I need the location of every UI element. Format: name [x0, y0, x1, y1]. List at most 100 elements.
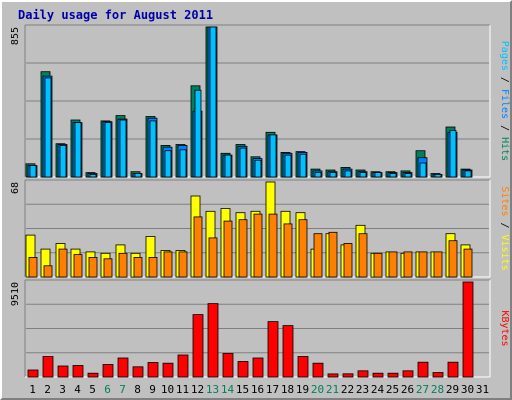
bar-sites-day-8: [133, 256, 143, 278]
bar-pages-day-15: [239, 147, 247, 178]
bar-kbytes-day-25: [387, 372, 399, 378]
bar-sites-day-7: [118, 252, 128, 278]
x-tick-label-day-21: 21: [326, 383, 339, 396]
bar-pages-day-10: [164, 150, 172, 178]
bar-kbytes-day-2: [42, 356, 54, 378]
x-tick-label-day-24: 24: [371, 383, 385, 396]
bar-kbytes-day-18: [282, 325, 294, 378]
x-tick-label-day-2: 2: [44, 383, 51, 396]
bar-sites-day-12: [193, 216, 203, 278]
bar-pages-day-5: [89, 173, 97, 178]
x-tick-label-day-17: 17: [266, 383, 279, 396]
bar-kbytes-day-14: [222, 353, 234, 378]
bar-pages-day-21: [329, 172, 337, 178]
bar-kbytes-day-15: [237, 361, 249, 378]
bar-sites-day-26: [403, 251, 413, 278]
bar-pages-day-23: [359, 172, 367, 178]
bar-sites-day-23: [358, 233, 368, 278]
bar-pages-day-14: [224, 154, 232, 178]
bar-pages-day-19: [299, 153, 307, 178]
legend-visits: Visits: [499, 235, 510, 271]
bar-kbytes-day-26: [402, 370, 414, 378]
bar-sites-day-1: [28, 256, 38, 278]
legend-separator: /: [499, 71, 510, 89]
x-tick-label-day-20: 20: [311, 383, 324, 396]
bar-kbytes-day-27: [417, 361, 429, 378]
bar-pages-day-7: [119, 119, 127, 178]
bar-pages-day-6: [104, 122, 112, 178]
panel-hits-files-pages-legend: Pages / Files / Hits: [499, 41, 510, 161]
bar-sites-day-10: [163, 251, 173, 278]
bar-sites-day-27: [418, 251, 428, 278]
x-tick-label-day-13: 13: [206, 383, 219, 396]
x-tick-label-day-31: 31: [476, 383, 489, 396]
bar-kbytes-day-9: [147, 362, 159, 378]
bar-sites-day-21: [328, 231, 338, 278]
bar-pages-day-9: [149, 120, 157, 178]
bar-sites-day-13: [208, 237, 218, 278]
bar-kbytes-day-20: [312, 362, 324, 378]
x-tick-label-day-14: 14: [221, 383, 235, 396]
bar-sites-day-20: [313, 233, 323, 278]
bar-kbytes-day-8: [132, 366, 144, 378]
bar-pages-day-20: [314, 172, 322, 178]
x-tick-label-day-23: 23: [356, 383, 369, 396]
x-tick-label-day-15: 15: [236, 383, 249, 396]
legend-pages: Pages: [499, 41, 510, 71]
bar-sites-day-16: [253, 213, 263, 278]
bar-kbytes-day-29: [447, 361, 459, 378]
x-tick-label-day-25: 25: [386, 383, 399, 396]
bar-pages-day-11: [179, 149, 187, 178]
bar-sites-day-19: [298, 219, 308, 278]
chart-title: Daily usage for August 2011: [18, 8, 214, 22]
legend-files: Files: [499, 89, 510, 119]
x-tick-label-day-28: 28: [431, 383, 444, 396]
bar-pages-day-13: [209, 26, 217, 178]
x-tick-label-day-10: 10: [161, 383, 174, 396]
legend-separator: /: [499, 216, 510, 234]
bar-pages-day-25: [389, 173, 397, 178]
bar-kbytes-day-6: [102, 364, 114, 378]
bar-sites-day-3: [58, 248, 68, 278]
bar-kbytes-day-16: [252, 357, 264, 378]
x-tick-label-day-30: 30: [461, 383, 474, 396]
bar-sites-day-11: [178, 251, 188, 278]
bar-pages-day-18: [284, 154, 292, 178]
bar-pages-day-24: [374, 172, 382, 178]
bar-kbytes-day-7: [117, 357, 129, 378]
bar-sites-day-6: [103, 258, 113, 278]
bar-sites-day-5: [88, 256, 98, 278]
bar-pages-day-16: [254, 159, 262, 178]
bar-pages-day-3: [59, 144, 67, 178]
bar-kbytes-day-21: [327, 373, 339, 378]
x-tick-label-day-6: 6: [104, 383, 111, 396]
legend-kbytes: KBytes: [499, 310, 510, 346]
bar-kbytes-day-4: [72, 365, 84, 378]
x-tick-label-day-9: 9: [149, 383, 156, 396]
panel-kbytes-ymax-label: 9510: [10, 282, 21, 306]
bar-sites-day-22: [343, 243, 353, 278]
x-tick-label-day-22: 22: [341, 383, 354, 396]
x-tick-label-day-26: 26: [401, 383, 414, 396]
x-tick-label-day-27: 27: [416, 383, 429, 396]
bar-kbytes-day-23: [357, 370, 369, 378]
x-tick-label-day-7: 7: [119, 383, 126, 396]
x-tick-label-day-19: 19: [296, 383, 309, 396]
bar-sites-day-2: [43, 265, 53, 278]
bar-sites-day-17: [268, 213, 278, 278]
x-tick-label-day-18: 18: [281, 383, 294, 396]
bar-pages-day-26: [404, 173, 412, 178]
bar-sites-day-24: [373, 252, 383, 278]
bar-pages-day-8: [134, 173, 142, 178]
x-tick-label-day-5: 5: [89, 383, 96, 396]
bar-kbytes-day-13: [207, 303, 219, 378]
bar-pages-day-12: [194, 89, 202, 178]
bar-pages-day-28: [434, 173, 442, 178]
panel-visits-sites-ymax-label: 68: [10, 182, 21, 194]
bar-sites-day-25: [388, 251, 398, 278]
x-tick-label-day-8: 8: [134, 383, 141, 396]
bar-kbytes-day-19: [297, 356, 309, 378]
bar-pages-day-27: [419, 162, 427, 178]
bar-kbytes-day-12: [192, 314, 204, 378]
bar-pages-day-30: [464, 170, 472, 178]
